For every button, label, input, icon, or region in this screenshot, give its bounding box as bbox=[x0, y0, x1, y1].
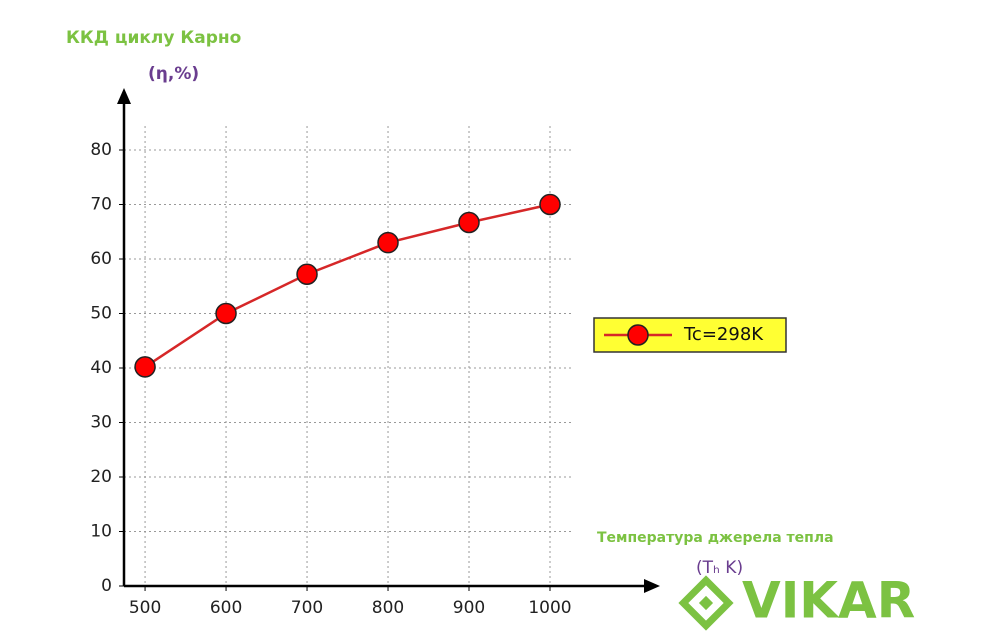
y-axis-arrow bbox=[117, 88, 131, 104]
y-tick-label: 80 bbox=[90, 140, 112, 160]
y-tick-label: 60 bbox=[90, 249, 112, 269]
data-point bbox=[296, 263, 318, 286]
y-tick-label: 20 bbox=[90, 467, 112, 487]
y-axis-label: (η,%) bbox=[148, 64, 199, 84]
y-tick-label: 10 bbox=[90, 522, 112, 542]
chart-title: ККД циклу Карно bbox=[66, 28, 241, 48]
x-tick-label: 600 bbox=[210, 598, 242, 618]
logo-icon bbox=[678, 575, 734, 631]
data-point bbox=[377, 231, 399, 254]
legend-label: Tc=298K bbox=[683, 324, 764, 345]
x-tick-label: 1000 bbox=[528, 598, 571, 618]
x-tick-label: 800 bbox=[372, 598, 404, 618]
x-tick-label: 900 bbox=[453, 598, 485, 618]
x-axis-label: (Tₕ K) bbox=[696, 558, 743, 578]
y-tick-label: 50 bbox=[90, 304, 112, 324]
data-point bbox=[215, 302, 237, 325]
y-tick-label: 0 bbox=[101, 576, 112, 596]
x-tick-label: 700 bbox=[291, 598, 323, 618]
data-point bbox=[458, 211, 480, 234]
y-tick-label: 30 bbox=[90, 413, 112, 433]
y-tick-label: 40 bbox=[90, 358, 112, 378]
data-point bbox=[134, 356, 156, 378]
logo-text: VIKAR bbox=[742, 572, 915, 630]
logo: VIKAR bbox=[678, 572, 915, 631]
x-axis-annotation: Температура джерела тепла bbox=[597, 530, 834, 546]
legend-marker bbox=[627, 324, 649, 346]
data-point bbox=[539, 193, 561, 216]
y-tick-label: 70 bbox=[90, 195, 112, 215]
x-tick-label: 500 bbox=[129, 598, 161, 618]
series-line bbox=[144, 203, 551, 368]
x-axis-arrow bbox=[644, 579, 660, 593]
legend: Tc=298K bbox=[593, 317, 787, 353]
